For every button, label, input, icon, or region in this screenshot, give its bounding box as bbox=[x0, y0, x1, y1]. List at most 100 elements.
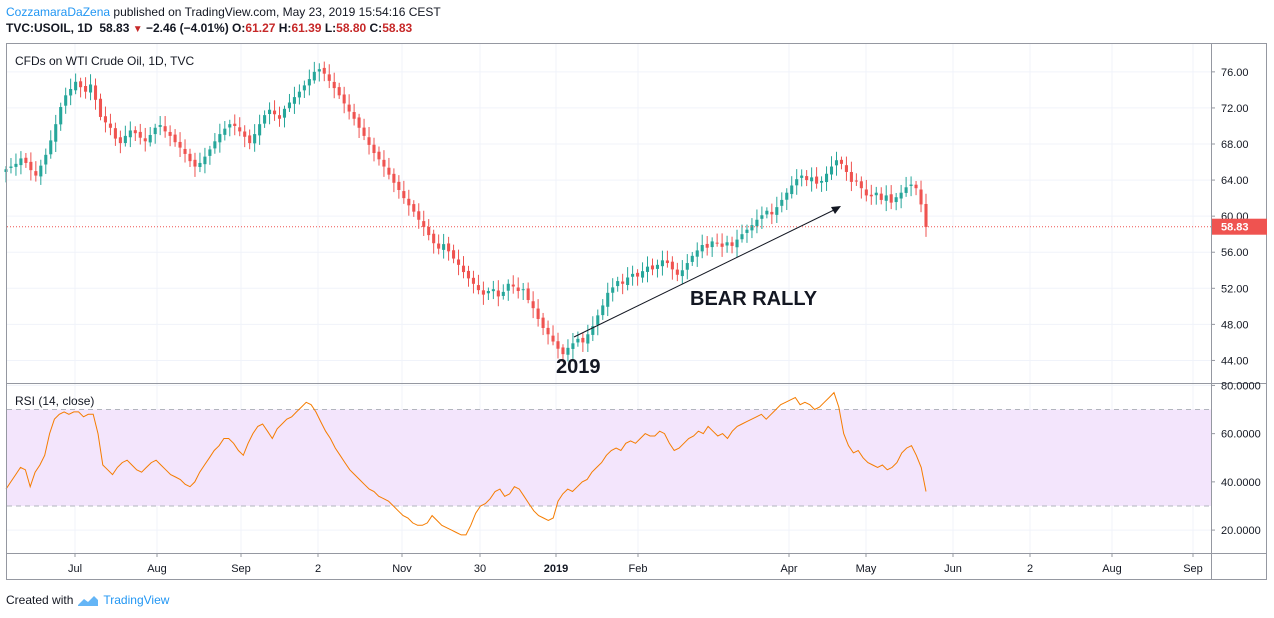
candle bbox=[173, 129, 177, 147]
candle-body bbox=[79, 81, 83, 88]
candle-body bbox=[556, 341, 560, 349]
price-tick-label: 68.00 bbox=[1221, 139, 1249, 151]
candle-body bbox=[581, 337, 585, 343]
candle bbox=[700, 234, 704, 259]
candle bbox=[695, 242, 699, 267]
candle bbox=[193, 152, 197, 177]
candle-body bbox=[645, 266, 650, 272]
candle bbox=[675, 262, 679, 282]
candle bbox=[730, 236, 734, 254]
rsi-tick-label: 60.0000 bbox=[1221, 429, 1261, 441]
candle bbox=[909, 176, 913, 197]
candle bbox=[54, 114, 58, 152]
candle-body bbox=[790, 185, 794, 195]
candle-body bbox=[168, 131, 172, 136]
candle bbox=[919, 180, 923, 213]
candle bbox=[516, 277, 520, 299]
candle-body bbox=[626, 277, 630, 286]
candle bbox=[601, 299, 605, 320]
candle bbox=[93, 78, 98, 110]
candle-body bbox=[710, 241, 714, 248]
candle-body bbox=[243, 131, 247, 137]
candle bbox=[879, 187, 883, 205]
time-tick-label: Jul bbox=[68, 563, 82, 575]
candle-body bbox=[74, 81, 78, 91]
candle-body bbox=[695, 250, 699, 257]
candle bbox=[626, 267, 630, 291]
candle-body bbox=[292, 97, 296, 104]
trend-arrow-line bbox=[573, 208, 837, 338]
candle-body bbox=[322, 67, 326, 74]
candle bbox=[223, 121, 227, 141]
candle-body bbox=[123, 135, 127, 144]
candle-body bbox=[566, 347, 570, 355]
candle bbox=[894, 192, 898, 211]
candle bbox=[407, 189, 411, 216]
candle bbox=[551, 325, 555, 346]
candle-body bbox=[601, 305, 605, 316]
candle bbox=[650, 258, 655, 276]
price-tick-label: 72.00 bbox=[1221, 103, 1249, 115]
candle-body bbox=[879, 193, 883, 200]
candle bbox=[854, 173, 858, 186]
candle-body bbox=[606, 292, 610, 307]
candle bbox=[362, 118, 366, 141]
candle bbox=[486, 287, 490, 300]
time-tick-label: 2 bbox=[1027, 563, 1033, 575]
candle bbox=[869, 184, 873, 205]
candle bbox=[213, 133, 217, 154]
published-text: published on TradingView.com, May 23, 20… bbox=[113, 5, 441, 19]
candle bbox=[143, 127, 147, 152]
candle bbox=[208, 145, 212, 165]
candle-body bbox=[680, 270, 684, 277]
candle bbox=[884, 185, 888, 212]
candle-body bbox=[377, 151, 381, 160]
candle-body bbox=[486, 291, 490, 294]
candle bbox=[511, 275, 515, 294]
candle-body bbox=[760, 215, 764, 219]
candle-body bbox=[208, 149, 212, 156]
candle-body bbox=[591, 326, 595, 335]
candle bbox=[307, 69, 311, 96]
candle bbox=[735, 229, 739, 258]
rsi-tick-label: 40.0000 bbox=[1221, 477, 1261, 489]
candle-body bbox=[571, 343, 575, 349]
candle-body bbox=[824, 173, 829, 183]
candle bbox=[397, 175, 401, 199]
candle bbox=[491, 280, 495, 300]
candle-body bbox=[352, 112, 356, 119]
candle-body bbox=[307, 79, 311, 86]
candle-body bbox=[178, 141, 182, 148]
candle bbox=[118, 130, 122, 154]
candle bbox=[561, 344, 565, 363]
candle bbox=[248, 129, 252, 150]
candle bbox=[521, 282, 525, 300]
candle-body bbox=[382, 159, 386, 167]
candle bbox=[228, 119, 232, 137]
candle-body bbox=[904, 187, 908, 193]
tradingview-link[interactable]: TradingView bbox=[103, 593, 170, 607]
candle-body bbox=[551, 335, 555, 342]
candle-body bbox=[268, 109, 272, 115]
price-tick-label: 48.00 bbox=[1221, 319, 1249, 331]
candle bbox=[581, 333, 585, 352]
candle-body bbox=[193, 159, 197, 167]
candle bbox=[655, 259, 660, 278]
candle-body bbox=[14, 163, 18, 167]
candle-body bbox=[233, 123, 237, 126]
candle-body bbox=[631, 273, 635, 277]
candle-body bbox=[49, 140, 53, 155]
rsi-band-fill bbox=[7, 409, 1211, 506]
candle bbox=[312, 61, 316, 84]
candle bbox=[715, 233, 719, 247]
author-link[interactable]: CozzamaraDaZena bbox=[6, 5, 111, 19]
candle bbox=[849, 161, 853, 192]
candle-body bbox=[506, 283, 510, 291]
candle-body bbox=[621, 281, 625, 284]
pane-frame bbox=[6, 43, 1267, 580]
candle-body bbox=[745, 229, 749, 233]
candle-body bbox=[148, 134, 152, 143]
candle bbox=[332, 72, 336, 99]
candle bbox=[546, 320, 550, 345]
